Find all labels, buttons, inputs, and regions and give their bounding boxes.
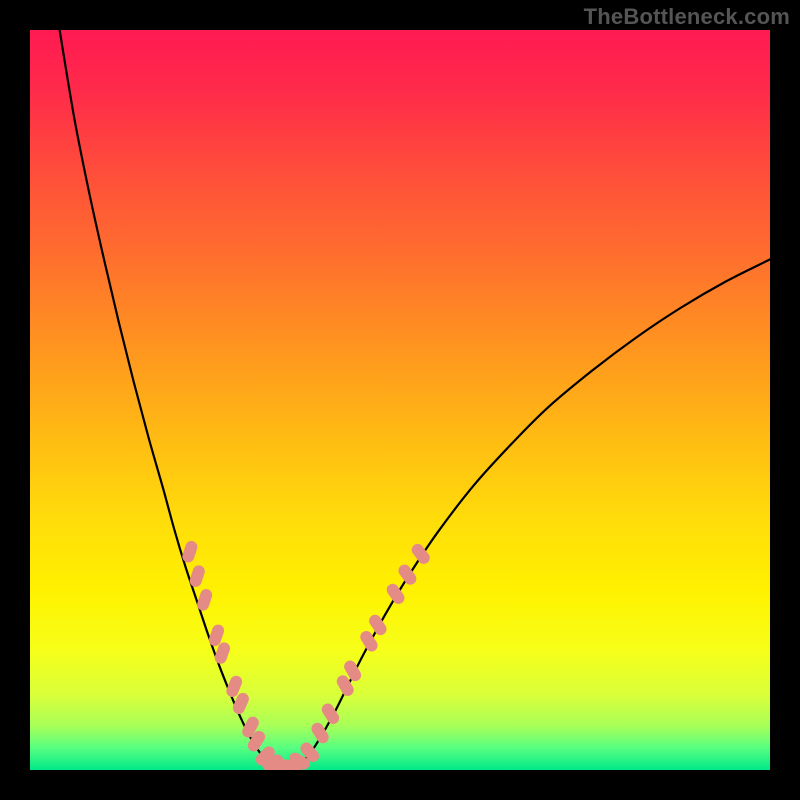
chart-container: TheBottleneck.com [0, 0, 800, 800]
gradient-background [30, 30, 770, 770]
bottleneck-chart [0, 0, 800, 800]
watermark-label: TheBottleneck.com [584, 4, 790, 30]
